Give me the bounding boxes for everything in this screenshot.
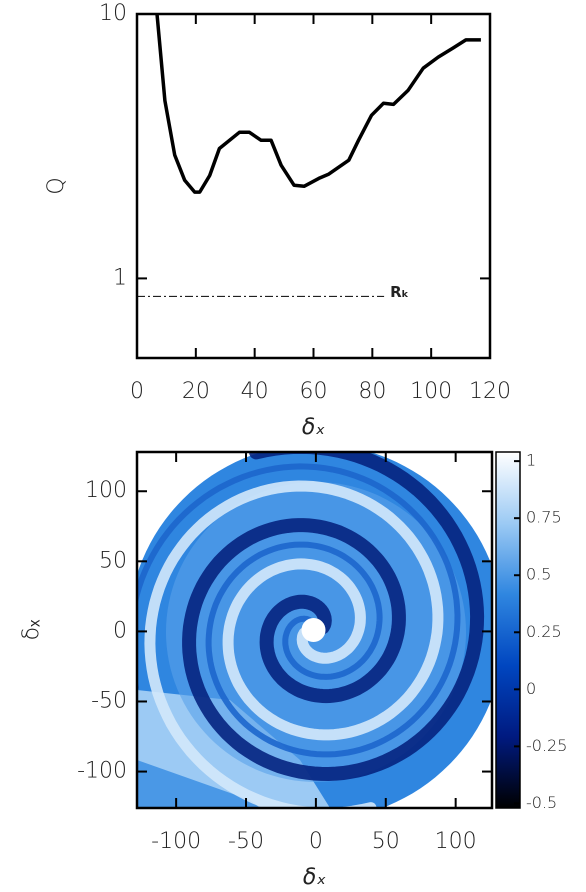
colorbar-tick-label: 0.25 — [526, 622, 562, 641]
x-tick-label: -100 — [151, 829, 201, 854]
heatmap — [137, 452, 492, 808]
x-tick-label: 20 — [182, 379, 210, 404]
colorbar-tick-label: -0.5 — [526, 793, 557, 812]
y-tick-label: 0 — [113, 618, 127, 643]
y-tick-label: 1 — [113, 265, 127, 290]
x-tick-label: 100 — [410, 379, 452, 404]
x-tick-label: 0 — [130, 379, 144, 404]
x-tick-label: 80 — [358, 379, 386, 404]
y-axis-label: δₓ — [19, 619, 44, 640]
x-tick-label: 100 — [435, 829, 477, 854]
spiral-arm — [182, 452, 485, 782]
colorbar-tick-label: 0 — [526, 679, 536, 698]
y-tick-label: 50 — [99, 548, 127, 573]
colorbar-tick-label: 0.75 — [526, 508, 562, 527]
x-tick-label: 0 — [309, 829, 323, 854]
x-tick-label: 40 — [241, 379, 269, 404]
spiral-center — [301, 618, 326, 642]
x-axis-label: δₓ — [303, 865, 326, 888]
plot-frame — [135, 450, 494, 810]
colorbar — [495, 451, 521, 809]
y-tick-label: -100 — [77, 759, 127, 784]
reference-label: Rₖ — [390, 283, 409, 301]
y-tick-label: 100 — [85, 478, 127, 503]
x-tick-label: -50 — [228, 829, 264, 854]
x-axis-label: δₓ — [302, 415, 325, 440]
data-line — [155, 13, 481, 194]
spiral-arm — [137, 463, 461, 758]
x-tick-label: 60 — [300, 379, 328, 404]
x-tick-label: 120 — [469, 379, 511, 404]
colorbar-tick-label: 1 — [526, 451, 536, 470]
x-tick-label: 50 — [372, 829, 400, 854]
y-tick-label: -50 — [91, 688, 127, 713]
colorbar-tick-label: -0.25 — [526, 736, 567, 755]
y-tick-label: 10 — [99, 1, 127, 26]
y-axis-label: Q — [44, 177, 69, 194]
colorbar-tick-label: 0.5 — [526, 565, 551, 584]
spiral-arm — [144, 480, 444, 808]
